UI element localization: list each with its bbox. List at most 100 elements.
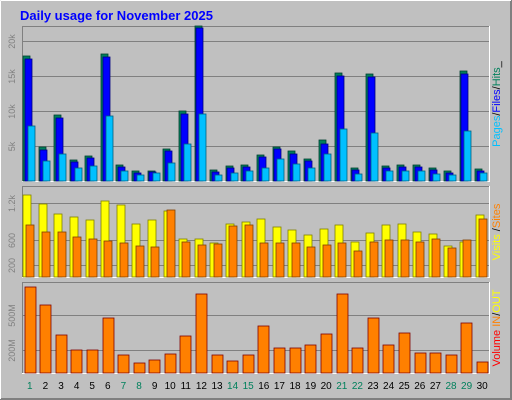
x-tick-label-day-7: 7 xyxy=(121,381,127,392)
y-tick-label: 20k xyxy=(7,34,17,49)
bar-volume-day-26 xyxy=(414,352,427,374)
panel-top-legend: Pages/Files/Hits_ xyxy=(491,60,503,147)
bar-sites-day-18 xyxy=(291,242,301,278)
legend-part: / xyxy=(491,227,503,234)
bar-pages-day-15 xyxy=(245,170,254,182)
y-tick-label: 500M xyxy=(7,304,17,327)
bar-volume-day-20 xyxy=(320,333,333,374)
x-tick-label-day-28: 28 xyxy=(445,381,457,392)
bar-volume-day-3 xyxy=(55,334,68,374)
bar-volume-day-4 xyxy=(70,349,83,374)
bar-volume-day-21 xyxy=(336,293,349,374)
bar-pages-day-20 xyxy=(323,153,332,182)
y-tick-label: 1.2k xyxy=(7,194,17,212)
bar-volume-day-22 xyxy=(351,347,364,374)
bar-pages-day-13 xyxy=(214,174,223,182)
legend-part: / xyxy=(491,112,503,116)
bar-pages-day-24 xyxy=(385,170,394,182)
bar-volume-day-16 xyxy=(257,325,270,374)
bar-sites-day-9 xyxy=(150,246,160,278)
legend-part: Hits xyxy=(491,67,503,86)
legend-part: IN xyxy=(491,316,503,327)
bar-pages-day-16 xyxy=(261,167,270,182)
bar-sites-day-27 xyxy=(431,238,441,278)
bar-pages-day-9 xyxy=(152,172,161,182)
y-tick-label: 15k xyxy=(7,69,17,84)
x-tick-label-day-20: 20 xyxy=(321,381,333,392)
bar-pages-day-17 xyxy=(276,158,285,182)
panel-bottom: 200M 500M Volume IN/OUT xyxy=(7,282,503,374)
bar-sites-day-25 xyxy=(400,239,410,278)
panel-bottom-area xyxy=(22,282,490,374)
y-tick-label: 5k xyxy=(7,141,17,151)
bar-volume-day-13 xyxy=(211,354,224,374)
bar-pages-day-11 xyxy=(183,143,192,182)
bar-sites-day-1 xyxy=(25,224,35,278)
legend-part: / xyxy=(491,312,503,316)
bar-sites-day-24 xyxy=(384,239,394,278)
legend-part: _ xyxy=(491,60,503,68)
y-tick-label: 10k xyxy=(7,104,17,119)
bar-sites-day-22 xyxy=(353,250,363,278)
bar-volume-day-6 xyxy=(102,317,115,374)
bar-volume-day-15 xyxy=(242,354,255,374)
x-tick-label-day-8: 8 xyxy=(136,381,142,392)
bar-sites-day-13 xyxy=(213,243,223,278)
bar-sites-day-26 xyxy=(415,241,425,278)
bar-pages-day-25 xyxy=(401,170,410,182)
legend-part: Volume xyxy=(491,330,503,367)
bar-sites-day-6 xyxy=(103,240,113,278)
bar-pages-day-23 xyxy=(370,132,379,182)
x-tick-label-day-26: 26 xyxy=(414,381,426,392)
x-tick-label-day-14: 14 xyxy=(227,381,239,392)
bar-volume-day-1 xyxy=(24,286,37,374)
bar-pages-day-14 xyxy=(230,172,239,182)
legend-part: OUT xyxy=(491,289,503,313)
bar-volume-day-24 xyxy=(382,344,395,374)
bar-sites-day-2 xyxy=(41,231,51,278)
x-tick-label-day-6: 6 xyxy=(105,381,111,392)
panel-middle: 200 600 1.2k Visits /Sites xyxy=(7,186,503,278)
bar-pages-day-1 xyxy=(27,125,36,182)
panel-middle-legend: Visits /Sites xyxy=(491,203,503,260)
x-tick-label-day-13: 13 xyxy=(211,381,223,392)
bar-sites-day-12 xyxy=(197,244,207,278)
bar-sites-day-10 xyxy=(166,209,176,278)
x-tick-label-day-16: 16 xyxy=(258,381,270,392)
bar-volume-day-14 xyxy=(226,360,239,374)
bar-pages-day-3 xyxy=(58,153,67,182)
bar-pages-day-26 xyxy=(417,170,426,182)
bar-pages-day-21 xyxy=(339,128,348,182)
bar-sites-day-3 xyxy=(57,231,67,278)
bar-pages-day-8 xyxy=(136,174,145,182)
x-tick-label-day-25: 25 xyxy=(399,381,411,392)
bar-sites-day-11 xyxy=(181,241,191,278)
x-tick-label-day-3: 3 xyxy=(58,381,64,392)
bar-volume-day-23 xyxy=(367,317,380,374)
x-tick-label-day-30: 30 xyxy=(477,381,489,392)
bar-volume-day-27 xyxy=(429,352,442,374)
bar-sites-day-8 xyxy=(135,245,145,278)
y-tick-label: 600 xyxy=(7,233,17,248)
bar-volume-day-25 xyxy=(398,332,411,374)
panel-bottom-legend: Volume IN/OUT xyxy=(491,289,503,366)
x-tick-label-day-11: 11 xyxy=(181,381,192,392)
bar-volume-day-28 xyxy=(445,354,458,374)
bar-volume-day-9 xyxy=(148,359,161,374)
x-tick-label-day-5: 5 xyxy=(89,381,95,392)
x-tick-label-day-23: 23 xyxy=(367,381,379,392)
bar-pages-day-18 xyxy=(292,163,301,182)
bar-sites-day-19 xyxy=(306,246,316,278)
bar-pages-day-28 xyxy=(448,174,457,182)
bar-volume-day-2 xyxy=(39,304,52,374)
x-tick-label-day-2: 2 xyxy=(43,381,49,392)
bar-sites-day-17 xyxy=(275,242,285,278)
chart-title: Daily usage for November 2025 xyxy=(20,8,213,23)
bar-pages-day-19 xyxy=(307,167,316,182)
bar-volume-day-8 xyxy=(133,362,146,374)
bar-volume-day-5 xyxy=(86,349,99,374)
bar-volume-day-18 xyxy=(289,347,302,374)
bar-volume-day-29 xyxy=(460,322,473,374)
x-tick-label-day-27: 27 xyxy=(430,381,442,392)
